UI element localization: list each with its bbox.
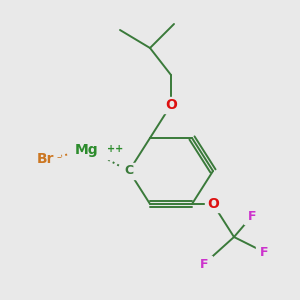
Text: –: – xyxy=(56,152,61,162)
Bar xyxy=(205,196,221,212)
Bar xyxy=(30,150,60,168)
Bar xyxy=(196,256,212,272)
Text: C: C xyxy=(124,164,134,178)
Bar xyxy=(163,97,179,113)
Text: Br: Br xyxy=(36,152,54,166)
Text: Mg: Mg xyxy=(75,143,99,157)
Text: F: F xyxy=(260,245,268,259)
Bar xyxy=(256,244,272,260)
Bar xyxy=(121,163,137,179)
Bar xyxy=(244,208,260,224)
Text: O: O xyxy=(207,197,219,211)
Text: O: O xyxy=(165,98,177,112)
Bar xyxy=(69,141,111,159)
Text: F: F xyxy=(248,209,256,223)
Text: F: F xyxy=(200,257,208,271)
Text: ++: ++ xyxy=(106,143,123,154)
